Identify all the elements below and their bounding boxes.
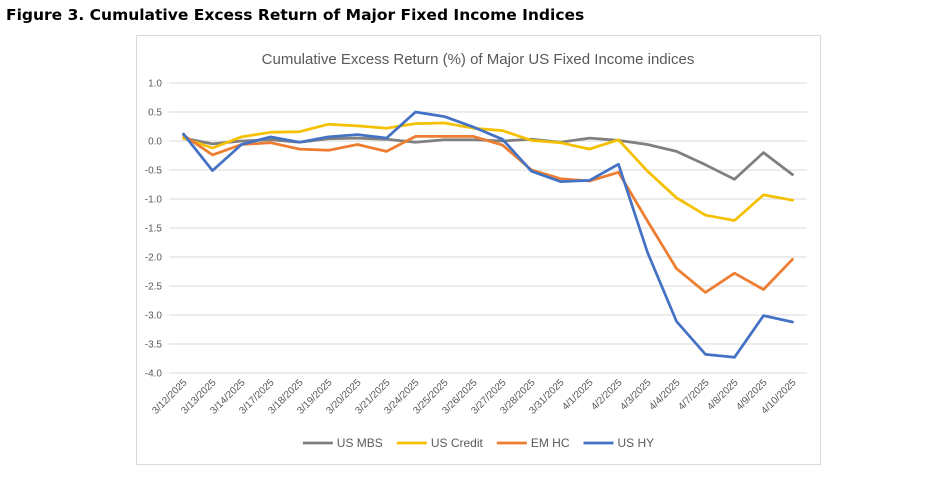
y-tick-label: 0.0 (148, 137, 162, 148)
data-point-us-credit (617, 138, 621, 142)
data-point-us-hy (617, 162, 621, 166)
gridlines (169, 82, 807, 374)
data-point-us-hy (443, 115, 447, 119)
data-point-em-hc (646, 219, 650, 223)
data-point-us-hy (530, 169, 534, 173)
data-point-us-mbs (762, 151, 766, 155)
data-point-us-mbs (646, 142, 650, 146)
data-point-us-hy (472, 125, 476, 129)
legend-label-us-hy: US HY (618, 436, 655, 450)
series-line-us-credit (182, 121, 794, 222)
data-point-us-hy (269, 135, 273, 139)
data-point-us-hy (501, 137, 505, 141)
y-tick-label: -3.5 (145, 340, 163, 351)
legend-label-em-hc: EM HC (531, 436, 570, 450)
data-point-us-hy (327, 135, 331, 139)
data-point-us-hy (414, 110, 418, 114)
data-point-em-hc (327, 148, 331, 152)
y-tick-label: -2.5 (145, 282, 163, 293)
data-point-us-credit (675, 196, 679, 200)
data-point-em-hc (298, 147, 302, 151)
data-point-us-credit (588, 147, 592, 151)
y-tick-label: -2.0 (145, 253, 163, 264)
data-point-us-credit (733, 218, 737, 222)
data-point-us-credit (298, 130, 302, 134)
series-line-em-hc (182, 133, 794, 294)
data-point-us-mbs (791, 173, 795, 177)
x-axis-ticks: 3/12/20253/13/20253/14/20253/17/20253/18… (150, 377, 799, 417)
legend-label-us-credit: US Credit (431, 436, 484, 450)
data-point-em-hc (356, 142, 360, 146)
data-point-us-credit (211, 146, 215, 150)
data-point-us-credit (269, 130, 273, 134)
data-point-us-hy (385, 136, 389, 140)
y-tick-label: -0.5 (145, 166, 163, 177)
y-axis-ticks: 1.0 0.5 0.0 -0.5 -1.0 -1.5 -2.0 -2.5 -3.0 -3.5 -4.… (145, 79, 163, 380)
y-tick-label: -1.0 (145, 195, 163, 206)
data-point-em-hc (733, 271, 737, 275)
data-point-us-mbs (588, 136, 592, 140)
data-point-em-hc (704, 290, 708, 294)
y-tick-label: 0.5 (148, 108, 162, 119)
data-point-us-credit (385, 126, 389, 130)
data-point-us-hy (240, 142, 244, 146)
y-tick-label: -3.0 (145, 311, 163, 322)
data-point-us-mbs (443, 138, 447, 142)
data-point-us-mbs (675, 149, 679, 153)
legend: US MBS US Credit EM HC US HY (302, 436, 655, 450)
data-point-us-credit (501, 129, 505, 133)
data-point-us-hy (211, 169, 215, 173)
data-point-us-mbs (733, 177, 737, 181)
data-point-us-mbs (356, 136, 360, 140)
data-point-us-mbs (472, 138, 476, 142)
data-point-em-hc (791, 257, 795, 261)
chart-container: Cumulative Excess Return (%) of Major US… (136, 35, 821, 465)
data-point-em-hc (675, 267, 679, 271)
data-point-us-mbs (211, 142, 215, 146)
data-point-em-hc (443, 134, 447, 138)
data-point-us-hy (356, 133, 360, 137)
data-point-us-credit (356, 124, 360, 128)
line-chart: Cumulative Excess Return (%) of Major US… (145, 51, 807, 450)
data-point-us-credit (240, 135, 244, 139)
data-point-us-hy (675, 319, 679, 323)
data-point-us-hy (704, 352, 708, 356)
series-lines (182, 110, 795, 359)
data-point-us-credit (646, 169, 650, 173)
data-point-us-hy (559, 180, 563, 184)
data-point-us-credit (443, 121, 447, 125)
data-point-em-hc (501, 143, 505, 147)
data-point-em-hc (385, 149, 389, 153)
data-point-us-credit (327, 122, 331, 126)
figure-title: Figure 3. Cumulative Excess Return of Ma… (6, 6, 585, 24)
data-point-us-credit (530, 138, 534, 142)
data-point-us-credit (704, 213, 708, 217)
data-point-us-hy (791, 320, 795, 324)
y-tick-label: -1.5 (145, 224, 163, 235)
data-point-us-credit (791, 198, 795, 202)
data-point-em-hc (414, 134, 418, 138)
legend-label-us-mbs: US MBS (337, 436, 383, 450)
data-point-em-hc (269, 141, 273, 145)
y-tick-label: 1.0 (148, 79, 162, 90)
y-tick-label: -4.0 (145, 369, 163, 380)
series-line-us-hy (182, 110, 794, 359)
data-point-us-mbs (704, 163, 708, 167)
data-point-em-hc (211, 153, 215, 157)
data-point-us-hy (182, 132, 186, 136)
data-point-us-mbs (240, 139, 244, 143)
data-point-us-hy (646, 250, 650, 254)
data-point-em-hc (762, 287, 766, 291)
data-point-us-mbs (414, 140, 418, 144)
data-point-us-hy (762, 314, 766, 318)
data-point-us-credit (762, 193, 766, 197)
data-point-em-hc (472, 134, 476, 138)
chart-title: Cumulative Excess Return (%) of Major US… (262, 51, 695, 68)
data-point-us-hy (588, 178, 592, 182)
data-point-us-credit (559, 141, 563, 145)
data-point-us-credit (414, 122, 418, 126)
data-point-us-hy (298, 140, 302, 144)
data-point-us-hy (733, 355, 737, 359)
